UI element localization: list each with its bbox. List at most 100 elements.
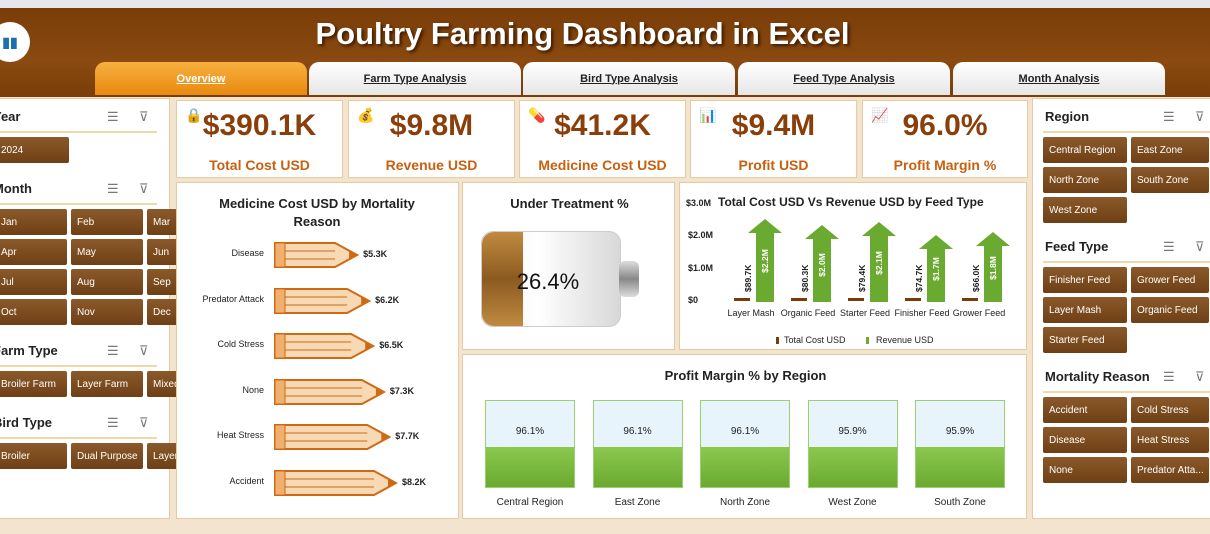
category-label: East Zone — [614, 497, 661, 508]
slicer-title: Mortality Reason — [1045, 369, 1150, 384]
header: ▮▮ Poultry Farming Dashboard in Excel Ov… — [0, 8, 1210, 97]
margin-bar-fill — [808, 446, 897, 487]
slicer-item-aug[interactable]: Aug — [71, 269, 143, 295]
legend-label: Revenue USD — [876, 335, 934, 345]
category-label: Grower Feed — [952, 308, 1006, 318]
multi-select-icon[interactable]: ☰ — [1163, 369, 1175, 384]
slicer-item-broiler-farm[interactable]: Broiler Farm — [0, 371, 67, 397]
multi-select-icon[interactable]: ☰ — [107, 109, 119, 124]
y-tick-label: $1.0M — [688, 262, 714, 273]
legend-swatch-cost — [776, 337, 779, 344]
tab-month-analysis[interactable]: Month Analysis — [953, 62, 1165, 95]
slicer-item-north-zone[interactable]: North Zone — [1043, 167, 1127, 193]
cost-bar — [848, 298, 864, 301]
tab-feed-type-analysis[interactable]: Feed Type Analysis — [738, 62, 950, 95]
kpi-icon: 🔒 — [185, 107, 203, 123]
slicer-item-grower-feed[interactable]: Grower Feed — [1131, 267, 1209, 293]
divider — [0, 365, 157, 367]
multi-select-icon[interactable]: ☰ — [107, 343, 119, 358]
slicer-item-jan[interactable]: Jan — [0, 209, 67, 235]
slicer-item-finisher-feed[interactable]: Finisher Feed — [1043, 267, 1127, 293]
slicer-item-may[interactable]: May — [71, 239, 143, 265]
slicer-item-layer-farm[interactable]: Layer Farm — [71, 371, 143, 397]
pencil-bar — [274, 333, 376, 359]
slicer-item-central-region[interactable]: Central Region — [1043, 137, 1127, 163]
slicer-item-feb[interactable]: Feb — [71, 209, 143, 235]
kpi-value: $9.8M — [389, 109, 474, 142]
divider — [1043, 261, 1210, 263]
multi-select-icon[interactable]: ☰ — [107, 181, 119, 196]
category-label: Cold Stress — [217, 339, 264, 349]
clear-filter-icon[interactable]: ⊽ — [1195, 239, 1205, 254]
revenue-data-label: $1.7M — [931, 257, 941, 282]
revenue-arrow-bar — [805, 225, 839, 302]
chart-title: Profit Margin % by Region — [664, 368, 827, 383]
tab-bird-type-analysis[interactable]: Bird Type Analysis — [523, 62, 735, 95]
kpi-icon: 📊 — [699, 107, 717, 123]
slicer-item-organic-feed[interactable]: Organic Feed — [1131, 297, 1209, 323]
slicer-item-accident[interactable]: Accident — [1043, 397, 1127, 423]
revenue-data-label: $2.2M — [760, 249, 770, 274]
category-label: Predator Attack — [202, 293, 264, 304]
kpi-icon: 💊 — [528, 107, 546, 123]
slicer-item-broiler[interactable]: Broiler — [0, 443, 67, 469]
divider — [0, 131, 157, 133]
tab-farm-type-analysis[interactable]: Farm Type Analysis — [309, 62, 521, 95]
slicer-title: Year — [0, 109, 21, 124]
margin-bar — [915, 400, 1005, 488]
margin-bar — [807, 400, 898, 488]
y-tick-label: $0 — [688, 295, 699, 305]
multi-select-icon[interactable]: ☰ — [1163, 109, 1175, 124]
tab-overview[interactable]: Overview — [95, 62, 307, 95]
clear-filter-icon[interactable]: ⊽ — [1195, 369, 1205, 384]
revenue-arrow-bar — [748, 218, 782, 302]
slicer-item-cold-stress[interactable]: Cold Stress — [1131, 397, 1209, 423]
data-label: 96.1% — [623, 426, 652, 437]
slicer-item-west-zone[interactable]: West Zone — [1043, 197, 1127, 223]
legend-swatch-revenue — [866, 337, 869, 344]
divider — [0, 203, 157, 205]
multi-select-icon[interactable]: ☰ — [1163, 239, 1175, 254]
kpi-label: Medicine Cost USD — [538, 157, 667, 173]
slicer-item-jul[interactable]: Jul — [0, 269, 67, 295]
clear-filter-icon[interactable]: ⊽ — [139, 415, 149, 430]
slicer-item-apr[interactable]: Apr — [0, 239, 67, 265]
kpi-label: Total Cost USD — [209, 157, 310, 173]
pencil-bar — [274, 378, 386, 405]
data-label: $8.2K — [402, 476, 427, 487]
battery-icon — [481, 231, 621, 327]
slicer-item-east-zone[interactable]: East Zone — [1131, 137, 1209, 163]
slicer-item-disease[interactable]: Disease — [1043, 427, 1127, 453]
slicer-item-oct[interactable]: Oct — [0, 299, 67, 325]
revenue-arrow-bar — [919, 234, 953, 302]
medicine-cost-chart: Medicine Cost USD by Mortality Reason Di… — [176, 182, 459, 519]
clear-filter-icon[interactable]: ⊽ — [139, 181, 149, 196]
slicer-item-layer-mash[interactable]: Layer Mash — [1043, 297, 1127, 323]
clear-filter-icon[interactable]: ⊽ — [1195, 109, 1205, 124]
slicer-item-nov[interactable]: Nov — [71, 299, 143, 325]
divider — [1043, 131, 1210, 133]
legend-label: Total Cost USD — [784, 335, 846, 345]
category-label: Finisher Feed — [894, 308, 950, 318]
kpi-card-medicine-cost-usd: 💊 $41.2K Medicine Cost USD — [519, 100, 686, 178]
slicer-item-starter-feed[interactable]: Starter Feed — [1043, 327, 1127, 353]
slicer-item-none[interactable]: None — [1043, 457, 1127, 483]
clear-filter-icon[interactable]: ⊽ — [139, 109, 149, 124]
kpi-card-total-cost-usd: 🔒 $390.1K Total Cost USD — [176, 100, 343, 178]
slicer-item-south-zone[interactable]: South Zone — [1131, 167, 1209, 193]
slicer-item-predator-atta[interactable]: Predator Atta... — [1131, 457, 1209, 483]
data-label: 95.9% — [945, 426, 975, 437]
slicer-item-2024[interactable]: 2024 — [0, 137, 69, 163]
margin-bar-fill — [593, 446, 682, 487]
slicer-item-heat-stress[interactable]: Heat Stress — [1131, 427, 1209, 453]
kpi-label: Revenue USD — [385, 157, 478, 173]
clear-filter-icon[interactable]: ⊽ — [139, 343, 149, 358]
slicer-title: Farm Type — [0, 343, 58, 358]
category-label: Layer Mash — [727, 308, 775, 318]
category-label: West Zone — [828, 497, 877, 508]
slicer-item-dual-purpose[interactable]: Dual Purpose — [71, 443, 143, 469]
pencil-bar — [274, 424, 392, 450]
margin-bar-fill — [486, 446, 574, 487]
slicer-title: Feed Type — [1045, 239, 1109, 254]
multi-select-icon[interactable]: ☰ — [107, 415, 119, 430]
